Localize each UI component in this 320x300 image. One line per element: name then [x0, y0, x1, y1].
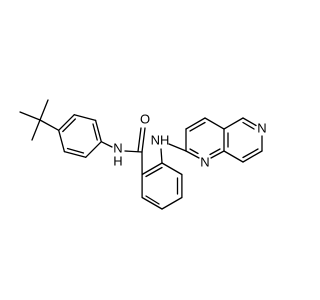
bond [189, 121, 206, 132]
bond [58, 129, 66, 153]
bond [141, 196, 163, 210]
bond [189, 148, 199, 155]
bond [63, 150, 87, 158]
bond [242, 117, 257, 127]
bond [92, 123, 98, 141]
bond [58, 114, 75, 131]
bond [168, 143, 187, 152]
bond [161, 196, 183, 210]
bond [223, 117, 244, 130]
bond [31, 119, 41, 141]
bonds [19, 99, 263, 210]
bond [62, 118, 76, 133]
atom-label: H [113, 153, 122, 168]
bond [94, 119, 102, 143]
bond [141, 162, 163, 176]
atom-label: O [140, 111, 150, 126]
bond [73, 114, 97, 122]
bond [137, 127, 142, 153]
bond [185, 150, 200, 159]
bond [85, 141, 102, 158]
bond [161, 162, 183, 176]
bond [141, 127, 146, 153]
bond [66, 147, 85, 154]
bond [223, 150, 244, 163]
atom-label: N [257, 120, 266, 135]
atom-label: N [113, 140, 122, 155]
bond [100, 141, 113, 148]
bond [242, 150, 263, 163]
structure: O N H NH N N [19, 99, 267, 210]
bond [145, 195, 160, 205]
bond [209, 148, 221, 156]
bond [242, 148, 259, 159]
page: O N H NH N N (() => { const data = JSON.… [19, 99, 267, 210]
bond [185, 117, 206, 130]
atom-label: N [200, 154, 209, 169]
bond [39, 99, 49, 121]
bond [124, 150, 143, 153]
atom-label: NH [151, 132, 170, 147]
bond [19, 111, 41, 121]
bond [242, 121, 255, 130]
bond [204, 117, 225, 130]
bond [160, 148, 163, 164]
bond [39, 119, 60, 131]
bond [210, 150, 225, 159]
bond [145, 166, 163, 178]
